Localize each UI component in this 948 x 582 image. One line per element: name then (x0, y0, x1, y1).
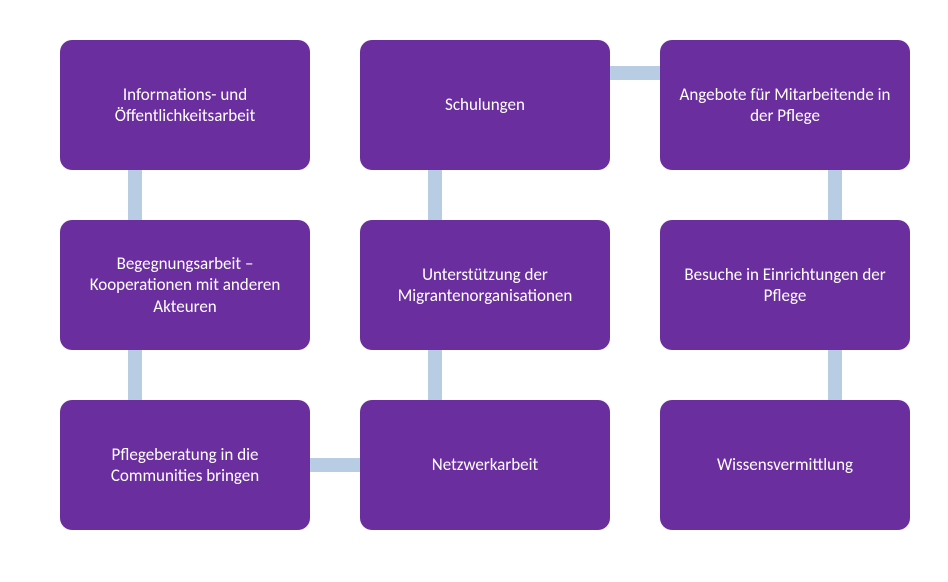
node-label: Informations- und Öffentlichkeitsarbeit (74, 84, 296, 127)
node-label: Pflegeberatung in die Communities bringe… (74, 444, 296, 487)
diagram-node: Unterstützung der Migrantenorganisatione… (360, 220, 610, 350)
connector (128, 346, 142, 404)
diagram-node: Begegnungsarbeit – Kooperationen mit and… (60, 220, 310, 350)
connector (828, 346, 842, 404)
node-label: Schulungen (445, 94, 525, 115)
node-label: Netzwerkarbeit (432, 454, 538, 475)
connector (428, 346, 442, 404)
connector (828, 166, 842, 224)
diagram-node: Wissensvermittlung (660, 400, 910, 530)
connector (128, 166, 142, 224)
node-label: Angebote für Mitarbeitende in der Pflege (674, 84, 896, 127)
diagram-node: Besuche in Einrichtungen der Pflege (660, 220, 910, 350)
diagram-node: Schulungen (360, 40, 610, 170)
connector (428, 166, 442, 224)
connector (306, 458, 364, 472)
node-label: Besuche in Einrichtungen der Pflege (674, 264, 896, 307)
diagram-node: Informations- und Öffentlichkeitsarbeit (60, 40, 310, 170)
diagram-canvas: Informations- und Öffentlichkeitsarbeit B… (0, 0, 948, 582)
connector (606, 66, 664, 80)
node-label: Wissensvermittlung (717, 454, 853, 475)
node-label: Unterstützung der Migrantenorganisatione… (374, 264, 596, 307)
diagram-node: Angebote für Mitarbeitende in der Pflege (660, 40, 910, 170)
diagram-node: Pflegeberatung in die Communities bringe… (60, 400, 310, 530)
node-label: Begegnungsarbeit – Kooperationen mit and… (74, 253, 296, 317)
diagram-node: Netzwerkarbeit (360, 400, 610, 530)
